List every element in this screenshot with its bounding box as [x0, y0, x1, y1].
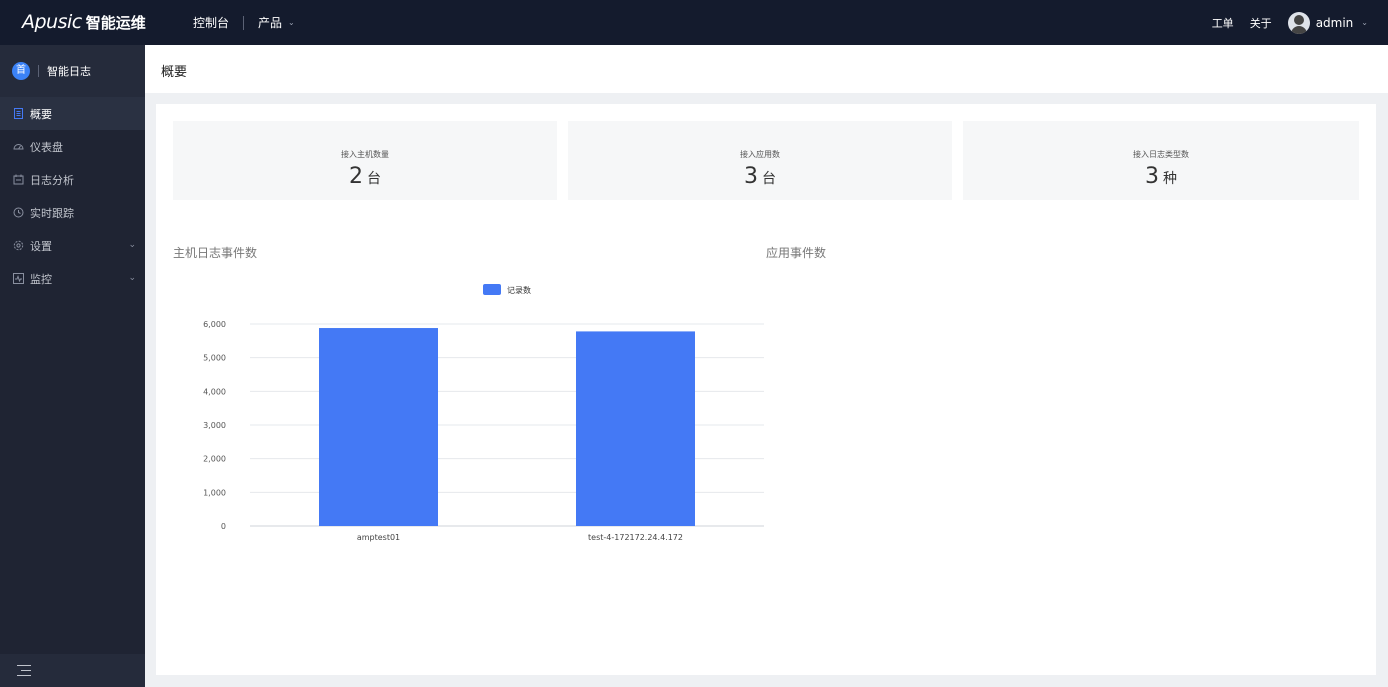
sidebar-header[interactable]: 首 智能日志 — [0, 45, 145, 97]
legend-label: 记录数 — [507, 285, 531, 295]
sidebar-item-label: 监控 — [30, 272, 52, 286]
sidebar-item-label: 实时跟踪 — [30, 206, 74, 220]
legend[interactable]: 记录数 — [483, 284, 531, 295]
y-tick-label: 3,000 — [203, 421, 226, 430]
page-header: 概要 — [145, 45, 1388, 93]
collapse-menu-icon[interactable] — [17, 664, 31, 677]
stat-number: 2 — [349, 164, 363, 189]
top-nav: 控制台 产品 ⌄ — [193, 0, 295, 45]
top-navbar: Apusic 智能运维 控制台 产品 ⌄ 工单 关于 admin ⌄ — [0, 0, 1388, 45]
stat-number: 3 — [744, 164, 758, 189]
sidebar-item-realtime[interactable]: 实时跟踪 — [0, 196, 145, 229]
stat-number: 3 — [1145, 164, 1159, 189]
chevron-down-icon[interactable]: ⌄ — [288, 18, 295, 27]
clock-icon — [13, 207, 24, 218]
chevron-down-icon: ⌄ — [128, 273, 136, 283]
stat-unit: 种 — [1163, 171, 1177, 187]
y-tick-label: 0 — [221, 522, 226, 531]
bar[interactable] — [576, 331, 695, 526]
chevron-down-icon: ⌄ — [128, 240, 136, 250]
sidebar-footer — [0, 654, 145, 687]
sidebar: 首 智能日志 概要 仪表盘 日志分析 实时跟踪 设置 ⌄ 监控 ⌄ — [0, 45, 145, 687]
y-tick-label: 1,000 — [203, 488, 226, 497]
brand-cn-text: 智能运维 — [85, 13, 146, 32]
user-name[interactable]: admin — [1315, 15, 1354, 30]
stat-label: 接入日志类型数 — [1133, 150, 1189, 159]
sidebar-item-label: 仪表盘 — [30, 140, 63, 154]
x-tick-label: test-4-172172.24.4.172 — [588, 533, 683, 542]
brand-text: Apusic — [22, 11, 82, 33]
divider — [38, 65, 39, 77]
chart-title-host-events: 主机日志事件数 — [173, 246, 258, 260]
nav-products[interactable]: 产品 — [258, 16, 283, 30]
sidebar-menu: 概要 仪表盘 日志分析 实时跟踪 设置 ⌄ 监控 ⌄ — [0, 97, 145, 295]
legend-swatch — [483, 284, 501, 295]
dashboard-icon — [13, 144, 24, 150]
monitor-icon — [13, 273, 24, 284]
nav-console[interactable]: 控制台 — [193, 16, 230, 30]
app-events-chart: 记录数01,0002,0003,0004,0005,0006,000monito… — [766, 274, 1361, 554]
nav-divider — [243, 15, 245, 30]
page-title: 概要 — [161, 65, 188, 80]
stat-unit: 台 — [762, 171, 776, 187]
sidebar-item-label: 设置 — [30, 239, 52, 253]
sidebar-item-dashboard[interactable]: 仪表盘 — [0, 130, 145, 163]
top-right-menu: 工单 关于 admin ⌄ — [1196, 0, 1368, 45]
y-tick-label: 2,000 — [203, 455, 226, 464]
stat-label: 接入主机数量 — [341, 150, 389, 159]
y-tick-label: 4,000 — [203, 387, 226, 396]
link-tickets[interactable]: 工单 — [1211, 16, 1234, 30]
y-tick-label: 5,000 — [203, 354, 226, 363]
sidebar-item-overview[interactable]: 概要 — [0, 97, 145, 130]
sidebar-item-label: 概要 — [30, 107, 52, 121]
logo[interactable]: Apusic 智能运维 — [22, 10, 146, 34]
app-icon: 首 — [12, 62, 30, 80]
sidebar-item-monitor[interactable]: 监控 ⌄ — [0, 262, 145, 295]
app-name: 智能日志 — [47, 65, 91, 78]
sidebar-item-label: 日志分析 — [30, 173, 74, 187]
chevron-down-icon[interactable]: ⌄ — [1361, 18, 1368, 27]
gear-icon — [13, 240, 24, 251]
link-about[interactable]: 关于 — [1249, 16, 1272, 30]
document-icon — [14, 108, 23, 119]
chart-title-app-events: 应用事件数 — [766, 246, 827, 260]
avatar[interactable] — [1287, 11, 1310, 34]
y-tick-label: 6,000 — [203, 320, 226, 329]
calendar-icon — [13, 174, 24, 185]
stat-unit: 台 — [367, 171, 381, 187]
x-tick-label: amptest01 — [357, 533, 400, 542]
bar[interactable] — [319, 328, 438, 526]
sidebar-item-settings[interactable]: 设置 ⌄ — [0, 229, 145, 262]
stat-label: 接入应用数 — [740, 150, 780, 159]
sidebar-item-log-analysis[interactable]: 日志分析 — [0, 163, 145, 196]
host-events-chart: 记录数 0 1,000 2,000 3,000 4,000 5,000 6,000 amptes… — [203, 284, 764, 542]
